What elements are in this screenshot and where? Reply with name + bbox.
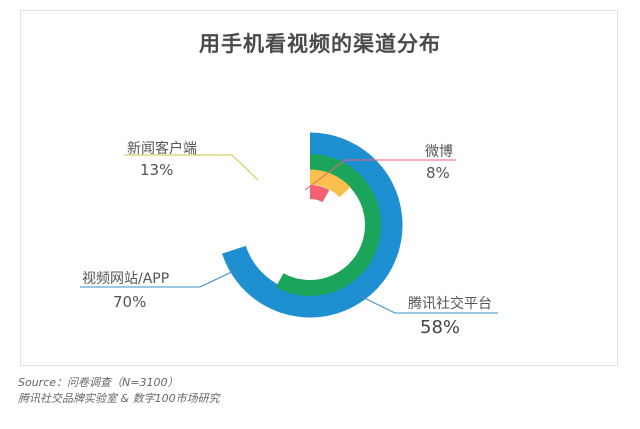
ring-news-client [309, 169, 351, 198]
value-tencent-social: 58% [420, 317, 461, 338]
label-tencent-social: 腾讯社交平台 [408, 296, 492, 312]
leader-line-news-client [124, 154, 259, 181]
label-video-sites: 视频网站/APP [82, 271, 170, 287]
label-news-client: 新闻客户端 [127, 141, 197, 157]
source-line-2: 腾讯社交品牌实验室 & 数字100市场研究 [18, 392, 220, 405]
leader-line-weibo [304, 159, 456, 191]
leader-line-tencent-social [351, 291, 498, 314]
value-weibo: 8% [426, 164, 450, 182]
value-news-client: 13% [140, 161, 174, 179]
leader-line-video-sites [80, 269, 237, 288]
ring-video-sites [222, 132, 403, 318]
label-weibo: 微博 [425, 144, 453, 160]
chart-title: 用手机看视频的渠道分布 [199, 32, 441, 56]
ring-tencent-social [275, 154, 381, 296]
ring-weibo [309, 185, 330, 203]
source-note: Source：问卷调查（N=3100） 腾讯社交品牌实验室 & 数字100市场研… [18, 375, 220, 407]
source-line-1: Source：问卷调查（N=3100） [18, 376, 179, 389]
value-video-sites: 70% [113, 293, 147, 311]
